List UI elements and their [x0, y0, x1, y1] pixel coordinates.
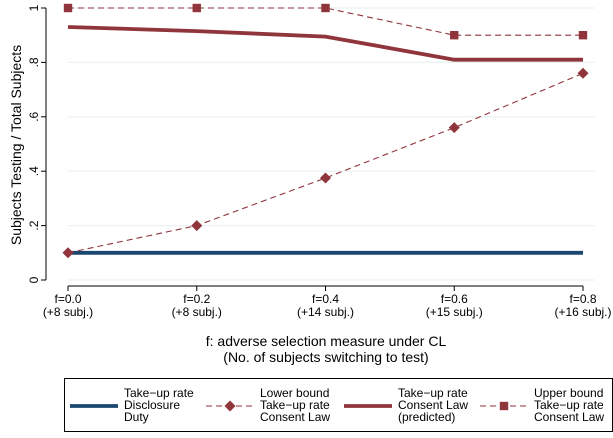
square-marker: [63, 3, 73, 13]
diamond-marker: [577, 67, 589, 79]
legend-label-line: Disclosure: [124, 398, 180, 412]
legend-label-line: Take−up rate: [534, 398, 604, 412]
x-tick-sublabel: (+8 subj.): [43, 305, 93, 319]
legend-label-line: Take−up rate: [124, 386, 194, 400]
legend-diamond-marker: [224, 400, 236, 412]
gridlines: [68, 7, 595, 281]
axes: 0.2.4.6.81f=0.0(+8 subj.)f=0.2(+8 subj.)…: [27, 4, 612, 319]
x-tick-sublabel: (+14 subj.): [297, 305, 354, 319]
legend-label-line: Take−up rate: [260, 398, 330, 412]
diamond-marker: [448, 122, 460, 134]
legend-label-line: Consent Law: [534, 410, 604, 424]
legend-label-line: Consent Law: [398, 398, 468, 412]
series-line-1: [67, 72, 584, 254]
diamond-marker: [191, 220, 203, 232]
series-markers: [62, 3, 589, 259]
legend-label-line: Upper bound: [534, 386, 603, 400]
y-tick-label: .4: [27, 166, 41, 176]
diamond-marker: [62, 247, 74, 259]
y-tick-label: .8: [27, 57, 41, 67]
legend-label-line: (predicted): [398, 410, 455, 424]
series-line-2: [67, 25, 583, 62]
x-tick-sublabel: (+15 subj.): [426, 305, 483, 319]
legend-square-marker: [499, 401, 509, 411]
legend-label-line: Consent Law: [260, 410, 330, 424]
square-marker: [450, 31, 459, 40]
y-tick-label: .2: [27, 220, 41, 230]
x-tick-label: f=0.6: [441, 292, 468, 306]
y-tick-label: 1: [27, 4, 41, 11]
legend-label-line: Lower bound: [260, 386, 329, 400]
x-axis-sublabel: (No. of subjects switching to test): [223, 349, 428, 365]
x-tick-sublabel: (+16 subj.): [554, 305, 611, 319]
legend-label-line: Duty: [124, 410, 149, 424]
diamond-marker: [320, 172, 331, 184]
x-tick-label: f=0.2: [183, 292, 210, 306]
square-marker: [321, 3, 330, 13]
x-tick-label: f=0.4: [312, 292, 339, 306]
series-line-3: [68, 7, 583, 36]
x-tick-label: f=0.8: [569, 292, 596, 306]
x-tick-label: f=0.0: [54, 292, 81, 306]
y-tick-label: .6: [27, 111, 41, 121]
x-tick-sublabel: (+8 subj.): [172, 305, 222, 319]
square-marker: [578, 31, 588, 40]
legend-label-line: Take−up rate: [398, 386, 468, 400]
y-axis-label: Subjects Testing / Total Subjects: [8, 45, 24, 245]
square-marker: [192, 3, 201, 13]
x-axis-label: f: adverse selection measure under CL: [206, 333, 447, 349]
series-lines: [67, 7, 584, 255]
y-tick-label: 0: [27, 276, 41, 283]
